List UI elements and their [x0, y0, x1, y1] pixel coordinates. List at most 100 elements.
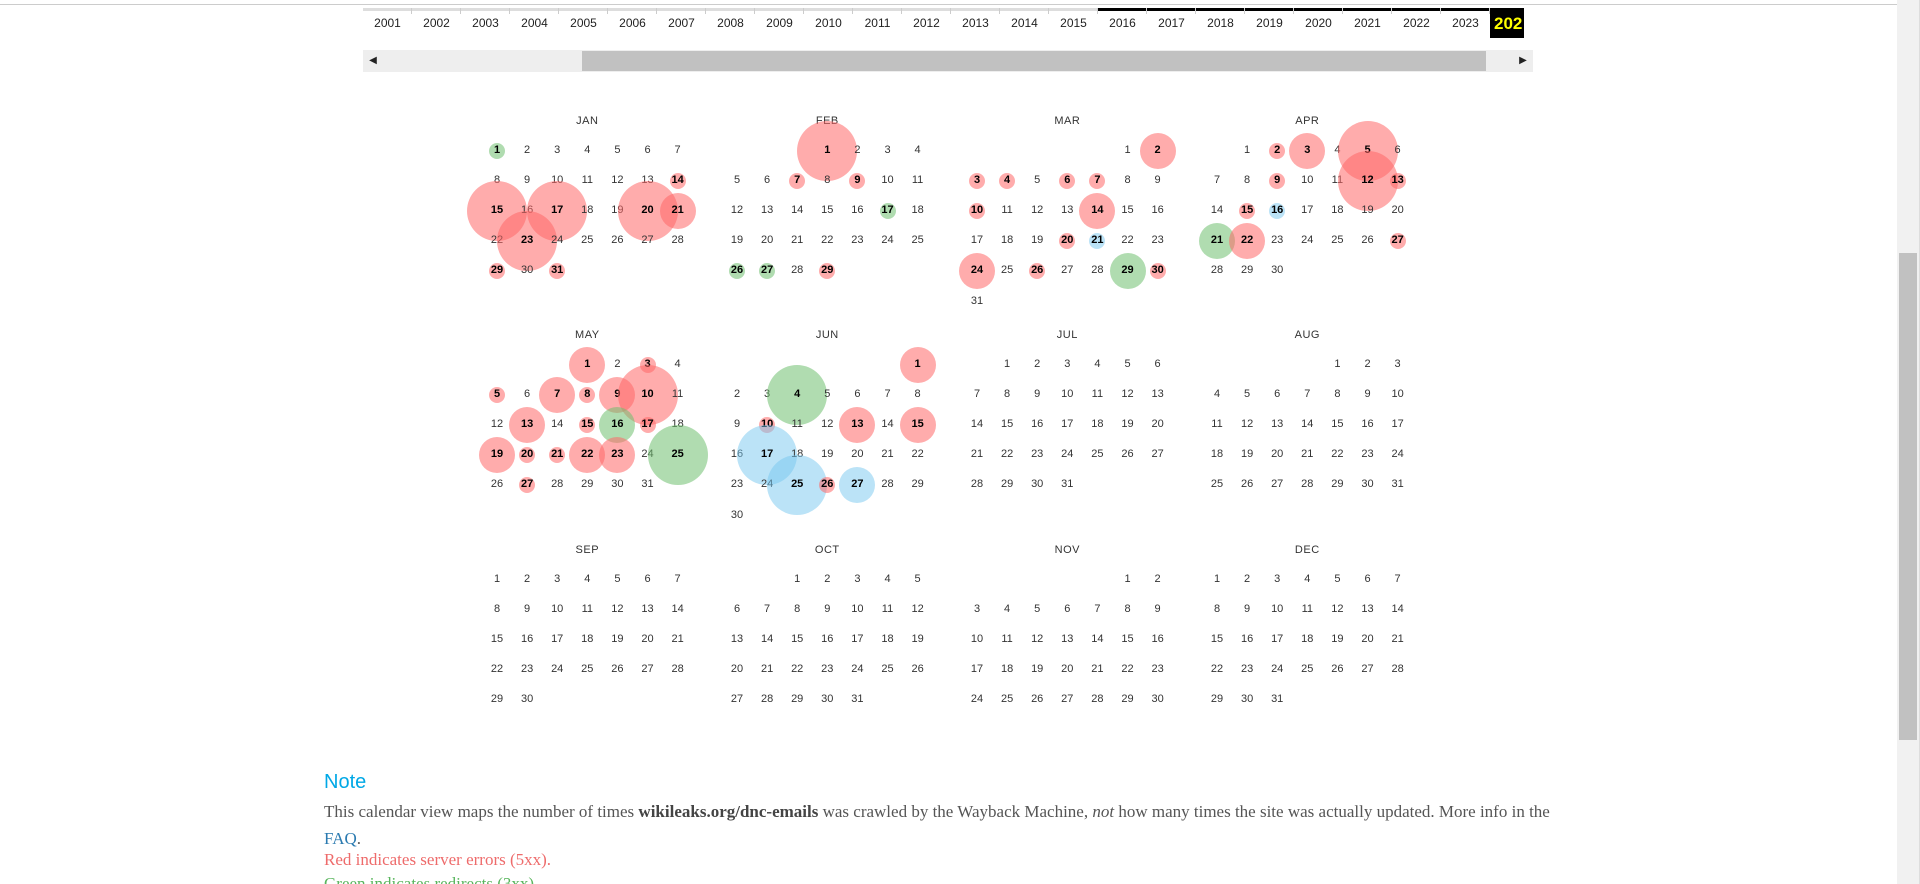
capture-bubble[interactable] [639, 417, 656, 434]
capture-bubble[interactable] [959, 253, 995, 290]
day-jan-20[interactable]: 20 [641, 204, 654, 217]
capture-bubble[interactable] [519, 447, 536, 464]
capture-bubble[interactable] [539, 377, 576, 414]
day-may-21[interactable]: 21 [551, 448, 564, 461]
day-feb-17[interactable]: 17 [881, 204, 894, 217]
capture-bubble[interactable] [579, 417, 596, 434]
day-mar-26[interactable]: 26 [1031, 264, 1044, 277]
day-jun-15[interactable]: 15 [911, 418, 924, 431]
day-jun-1[interactable]: 1 [914, 358, 921, 370]
capture-bubble[interactable] [647, 425, 708, 486]
capture-bubble[interactable] [1269, 203, 1286, 220]
day-may-23[interactable]: 23 [611, 448, 624, 461]
day-apr-27[interactable]: 27 [1391, 234, 1404, 247]
year-2019[interactable]: 2019 [1245, 8, 1294, 38]
day-may-10[interactable]: 10 [641, 388, 654, 401]
capture-bubble[interactable] [549, 447, 566, 464]
year-2003[interactable]: 2003 [461, 8, 510, 38]
capture-bubble[interactable] [759, 263, 776, 280]
year-2011[interactable]: 2011 [853, 8, 902, 38]
year-scrollbar[interactable]: ◀ ▶ [363, 50, 1533, 72]
day-may-8[interactable]: 8 [584, 388, 591, 401]
year-2005[interactable]: 2005 [559, 8, 608, 38]
capture-bubble[interactable] [579, 387, 596, 404]
capture-bubble[interactable] [899, 347, 936, 383]
capture-bubble[interactable] [1079, 193, 1116, 230]
day-apr-3[interactable]: 3 [1304, 144, 1311, 156]
day-feb-29[interactable]: 29 [821, 264, 834, 277]
day-apr-9[interactable]: 9 [1274, 174, 1281, 187]
day-jan-29[interactable]: 29 [490, 264, 504, 277]
capture-bubble[interactable] [1149, 263, 1166, 280]
year-2018[interactable]: 2018 [1196, 8, 1245, 38]
capture-bubble[interactable] [1337, 151, 1398, 212]
day-mar-3[interactable]: 3 [973, 174, 981, 187]
capture-bubble[interactable] [1059, 173, 1076, 190]
day-apr-22[interactable]: 22 [1240, 234, 1254, 247]
capture-bubble[interactable] [1089, 173, 1106, 190]
day-apr-16[interactable]: 16 [1271, 204, 1284, 217]
day-jan-21[interactable]: 21 [671, 204, 684, 217]
capture-bubble[interactable] [669, 173, 686, 190]
capture-bubble[interactable] [659, 193, 696, 230]
capture-bubble[interactable] [519, 477, 536, 494]
capture-bubble[interactable] [569, 347, 606, 383]
capture-bubble[interactable] [1269, 143, 1286, 159]
capture-bubble[interactable] [1389, 173, 1406, 190]
day-jan-15[interactable]: 15 [490, 204, 504, 217]
capture-bubble[interactable] [819, 263, 836, 280]
capture-bubble[interactable] [819, 477, 836, 494]
capture-bubble[interactable] [1089, 233, 1106, 250]
day-may-27[interactable]: 27 [520, 478, 534, 491]
day-feb-26[interactable]: 26 [730, 264, 744, 277]
day-jun-26[interactable]: 26 [821, 478, 834, 491]
capture-bubble[interactable] [1389, 233, 1406, 250]
year-strip[interactable]: 2001 2002 2003 2004 2005 2006 2007 2008 2009 2010… [363, 8, 1533, 38]
capture-bubble[interactable] [497, 211, 558, 272]
capture-bubble[interactable] [849, 173, 866, 190]
day-jun-27[interactable]: 27 [851, 478, 864, 491]
capture-bubble[interactable] [1269, 173, 1286, 190]
capture-bubble[interactable] [489, 387, 505, 404]
day-mar-6[interactable]: 6 [1064, 174, 1071, 187]
scroll-right-arrow-icon[interactable]: ▶ [1519, 55, 1527, 66]
day-may-17[interactable]: 17 [641, 418, 654, 431]
day-apr-13[interactable]: 13 [1391, 174, 1404, 187]
year-2020[interactable]: 2020 [1294, 8, 1343, 38]
capture-bubble[interactable] [879, 203, 896, 220]
capture-bubble[interactable] [999, 173, 1016, 190]
capture-bubble[interactable] [599, 437, 636, 474]
day-may-16[interactable]: 16 [611, 418, 624, 431]
year-2012[interactable]: 2012 [902, 8, 951, 38]
day-jan-23[interactable]: 23 [520, 234, 534, 247]
day-may-22[interactable]: 22 [581, 448, 594, 461]
capture-bubble[interactable] [1109, 253, 1146, 290]
capture-bubble[interactable] [1139, 133, 1176, 169]
capture-bubble[interactable] [899, 407, 936, 444]
capture-bubble[interactable] [839, 407, 876, 444]
capture-bubble[interactable] [1199, 223, 1235, 260]
day-mar-4[interactable]: 4 [1004, 174, 1011, 187]
year-2008[interactable]: 2008 [706, 8, 755, 38]
capture-bubble[interactable] [549, 263, 566, 280]
year-2009[interactable]: 2009 [755, 8, 804, 38]
year-2010[interactable]: 2010 [804, 8, 853, 38]
day-jun-4[interactable]: 4 [794, 388, 801, 401]
capture-bubble[interactable] [1289, 133, 1326, 169]
day-feb-7[interactable]: 7 [794, 174, 801, 187]
capture-bubble[interactable] [509, 407, 546, 444]
day-may-1[interactable]: 1 [584, 358, 591, 370]
day-may-19[interactable]: 19 [490, 448, 504, 461]
day-mar-14[interactable]: 14 [1091, 204, 1104, 217]
page-scrollbar[interactable] [1897, 0, 1919, 884]
year-2013[interactable]: 2013 [951, 8, 1000, 38]
day-jun-13[interactable]: 13 [851, 418, 864, 431]
capture-bubble[interactable] [969, 203, 985, 220]
day-may-7[interactable]: 7 [554, 388, 561, 401]
capture-bubble[interactable] [969, 173, 985, 190]
year-2007[interactable]: 2007 [657, 8, 706, 38]
year-2002[interactable]: 2002 [412, 8, 461, 38]
capture-bubble[interactable] [797, 121, 858, 181]
capture-bubble[interactable] [599, 407, 636, 444]
day-jun-17[interactable]: 17 [760, 448, 774, 461]
